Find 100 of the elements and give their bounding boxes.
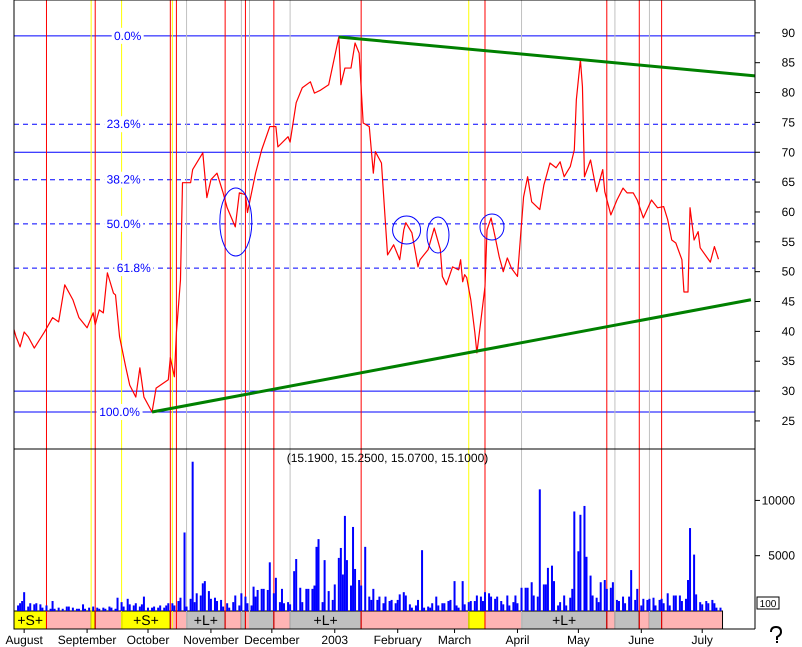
x-tick-label: August <box>5 633 44 647</box>
bar <box>636 588 638 611</box>
bar <box>693 554 696 611</box>
bar <box>256 590 259 611</box>
bar <box>68 606 70 611</box>
bar <box>214 598 216 611</box>
bar <box>563 596 566 611</box>
bar <box>520 588 523 611</box>
bar <box>701 604 704 611</box>
bar <box>23 592 26 611</box>
bar <box>404 596 407 611</box>
bar <box>711 600 714 611</box>
bar <box>583 506 586 611</box>
bar <box>260 588 263 611</box>
bar <box>622 596 624 611</box>
bar <box>29 603 32 611</box>
bar <box>324 560 326 611</box>
bar <box>600 582 602 611</box>
annotation: 100.0% <box>99 404 140 419</box>
x-tick-label: November <box>183 633 239 647</box>
y-tick-label: 50 <box>782 264 796 279</box>
bar <box>364 546 366 611</box>
bar <box>262 588 265 611</box>
bar <box>66 606 68 611</box>
x-tick-label: 2003 <box>321 633 348 647</box>
bar <box>157 608 160 611</box>
bar <box>458 608 460 611</box>
bar <box>666 593 669 611</box>
bar <box>82 604 84 611</box>
bar <box>192 462 194 611</box>
bar <box>447 601 450 611</box>
bar <box>134 603 137 611</box>
bar <box>658 600 661 611</box>
bar <box>72 608 74 611</box>
x-tick-label: February <box>374 633 422 647</box>
y-tick-label: 45 <box>782 294 796 309</box>
bar <box>27 606 30 611</box>
annotation: 61.8% <box>116 261 152 276</box>
bar <box>311 588 314 611</box>
bar <box>707 603 710 611</box>
bar <box>410 608 413 611</box>
bar <box>372 588 374 611</box>
bar <box>110 608 112 611</box>
bar <box>390 600 393 611</box>
bar <box>208 591 210 611</box>
bar <box>705 601 708 611</box>
y-tick-label: 65 <box>782 175 796 190</box>
bar <box>116 598 119 611</box>
bar <box>672 596 675 611</box>
bar <box>454 581 456 611</box>
bar <box>179 598 182 611</box>
bar <box>530 582 533 611</box>
bar <box>408 604 411 611</box>
bar <box>713 603 716 611</box>
bar <box>126 598 129 611</box>
annotation: 38.2% <box>106 172 141 187</box>
text: 100 <box>760 599 777 610</box>
bar <box>108 606 110 611</box>
bar <box>462 581 464 611</box>
bar <box>443 603 446 611</box>
band-label: +L+ <box>194 612 218 628</box>
bar <box>41 608 44 611</box>
y-tick-label: 90 <box>782 26 796 40</box>
x-tick-label: July <box>692 633 713 647</box>
bar <box>340 548 342 611</box>
x-tick-label: June <box>628 633 655 647</box>
bar <box>45 605 48 611</box>
bar <box>431 603 434 611</box>
bar <box>630 570 632 611</box>
bar <box>39 604 42 611</box>
bar <box>274 578 277 611</box>
bar <box>204 581 206 611</box>
bar <box>305 588 308 611</box>
y-tick-label: 55 <box>782 234 796 249</box>
bar <box>289 604 292 611</box>
bar <box>449 600 452 611</box>
bar <box>352 526 354 611</box>
bar <box>490 596 492 611</box>
bar <box>441 603 444 611</box>
bar <box>468 602 470 611</box>
y-tick-label: 25 <box>782 414 796 428</box>
x-tick-label: December <box>244 633 300 647</box>
bar <box>295 559 298 611</box>
bar <box>642 598 644 611</box>
bar <box>226 603 228 611</box>
annotation: 0.0% <box>114 28 142 43</box>
x-tick-label: March <box>438 633 472 647</box>
bar <box>604 580 606 611</box>
y-tick-label: 10000 <box>762 493 796 508</box>
band-label: +S+ <box>17 612 44 628</box>
x-tick-label: September <box>58 633 116 647</box>
bar <box>35 603 38 611</box>
x-tick-label: April <box>505 633 530 647</box>
bar <box>719 608 722 611</box>
bar <box>678 596 681 611</box>
annotation: 23.6% <box>106 117 141 132</box>
bar <box>120 602 123 611</box>
bar <box>177 601 180 611</box>
bar <box>334 584 336 611</box>
bar <box>159 605 162 611</box>
